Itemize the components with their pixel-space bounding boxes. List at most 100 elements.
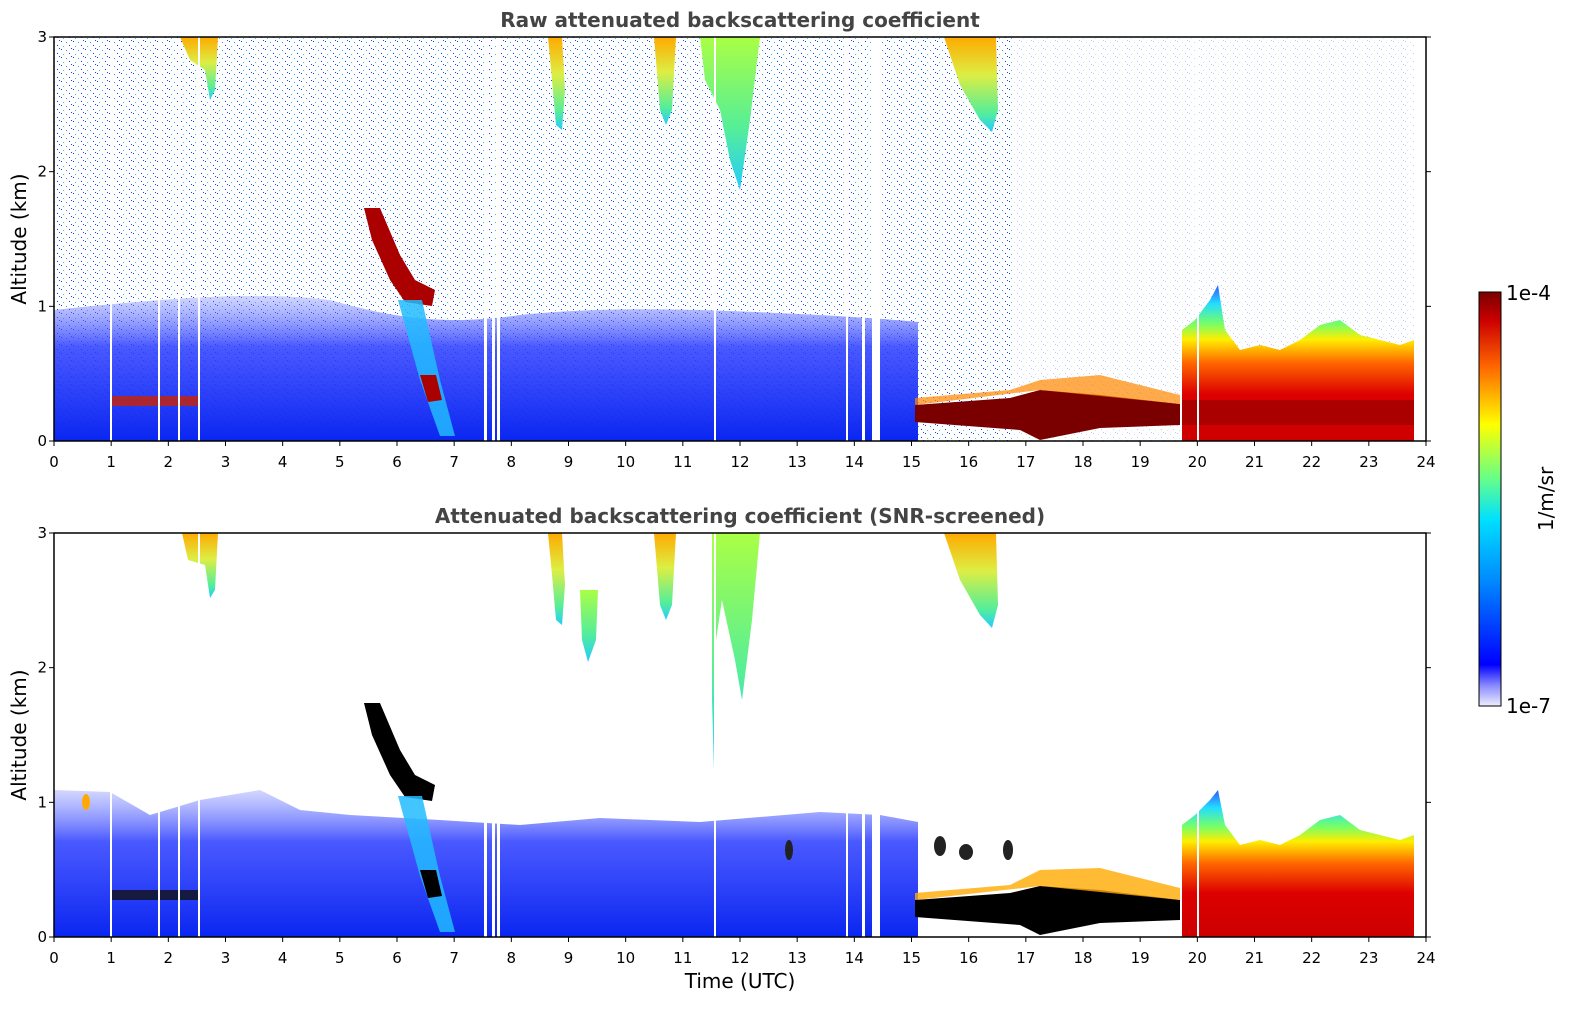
- x-tick-label: 18: [1073, 453, 1092, 471]
- x-tick-label: 15: [902, 453, 921, 471]
- x-tick-label: 13: [788, 453, 807, 471]
- x-tick-label: 12: [730, 453, 749, 471]
- panel-screened-heatmap: [54, 533, 1414, 937]
- x-tick-label: 20: [1188, 453, 1207, 471]
- y-tick-label: 3: [37, 28, 47, 46]
- raw-virga-1: [548, 37, 565, 130]
- x-tick-label: 12: [730, 949, 749, 967]
- y-tick-label: 2: [37, 659, 47, 677]
- raw-evening-dark-band: [1182, 400, 1414, 425]
- panel-screened: Attenuated backscattering coefficient (S…: [7, 504, 1436, 993]
- x-tick-label: 2: [164, 949, 174, 967]
- x-tick-label: 19: [1131, 453, 1150, 471]
- y-tick-label: 0: [37, 928, 47, 946]
- y-tick-label: 3: [37, 524, 47, 542]
- screened-virga-3: [712, 533, 760, 770]
- x-tick-label: 3: [221, 949, 231, 967]
- x-tick-label: 4: [278, 453, 288, 471]
- x-tick-label: 0: [49, 949, 59, 967]
- panel-screened-title: Attenuated backscattering coefficient (S…: [435, 504, 1045, 528]
- x-tick-label: 3: [221, 453, 231, 471]
- x-tick-label: 8: [507, 453, 517, 471]
- x-tick-label: 7: [449, 949, 459, 967]
- panel-raw-title: Raw attenuated backscattering coefficien…: [500, 8, 980, 32]
- raw-descending-cloud: [364, 208, 435, 306]
- panel-screened-ylabel: Altitude (km): [7, 669, 31, 800]
- y-tick-label: 1: [37, 793, 47, 811]
- panel-raw: Raw attenuated backscattering coefficien…: [7, 8, 1436, 471]
- screened-strato-layer: [915, 886, 1180, 935]
- x-tick-label: 5: [335, 949, 345, 967]
- raw-thin-layer: [110, 396, 200, 406]
- screened-virga-2: [654, 533, 676, 620]
- x-tick-label: 17: [1016, 453, 1035, 471]
- x-tick-label: 21: [1245, 453, 1264, 471]
- x-tick-label: 20: [1188, 949, 1207, 967]
- screened-descending-cloud-tail: [398, 796, 455, 932]
- panel-raw-heatmap: [54, 37, 1414, 441]
- raw-strato-layer: [915, 390, 1180, 440]
- screened-evening-layer: [1182, 790, 1414, 937]
- x-tick-label: 9: [564, 453, 574, 471]
- screened-cloud-lower: [420, 870, 442, 898]
- panel-raw-ylabel: Altitude (km): [7, 173, 31, 304]
- x-tick-label: 18: [1073, 949, 1092, 967]
- x-tick-label: 8: [507, 949, 517, 967]
- panel-raw-xticks: 0 1 2 3 4 5 6 7 8 9 10 11 12 13 14 15 16 17 18 19 20 21 22 23 24: [49, 441, 1436, 471]
- screened-virga-5: [580, 590, 598, 662]
- x-tick-label: 0: [49, 453, 59, 471]
- x-tick-label: 22: [1302, 949, 1321, 967]
- y-tick-label: 1: [37, 297, 47, 315]
- x-tick-label: 11: [673, 453, 692, 471]
- x-tick-label: 2: [164, 453, 174, 471]
- x-tick-label: 23: [1359, 949, 1378, 967]
- x-tick-label: 21: [1245, 949, 1264, 967]
- x-tick-label: 17: [1016, 949, 1035, 967]
- x-tick-label: 16: [959, 949, 978, 967]
- raw-virga-5: [180, 37, 218, 100]
- x-tick-label: 22: [1302, 453, 1321, 471]
- x-tick-label: 24: [1416, 949, 1435, 967]
- x-tick-label: 11: [673, 949, 692, 967]
- screened-virga-6: [182, 533, 218, 598]
- x-tick-label: 6: [392, 453, 402, 471]
- x-tick-label: 7: [449, 453, 459, 471]
- x-tick-label: 1: [106, 949, 116, 967]
- raw-cloud-lower: [420, 375, 442, 402]
- raw-strato-halo: [915, 375, 1180, 405]
- x-tick-label: 4: [278, 949, 288, 967]
- screened-thin-layer: [110, 890, 200, 900]
- x-tick-label: 6: [392, 949, 402, 967]
- x-tick-label: 5: [335, 453, 345, 471]
- x-tick-label: 24: [1416, 453, 1435, 471]
- panel-screened-xticks: 0 1 2 3 4 5 6 7 8 9 10 11 12 13 14 15 16 17 18 19 20 21 22 23 24: [49, 937, 1436, 967]
- panel-raw-yticks: 0 1 2 3: [37, 28, 1431, 450]
- x-tick-label: 13: [788, 949, 807, 967]
- x-tick-label: 10: [616, 949, 635, 967]
- colorbar-gradient: [1478, 291, 1502, 707]
- raw-virga-4: [944, 37, 998, 132]
- screened-strato-halo: [915, 868, 1180, 900]
- x-tick-label: 19: [1131, 949, 1150, 967]
- raw-virga-2: [654, 37, 676, 125]
- panel-screened-yticks: 0 1 2 3: [37, 524, 1431, 946]
- y-tick-label: 0: [37, 432, 47, 450]
- screened-virga-4: [944, 533, 998, 628]
- screened-cloud-patches: [82, 794, 1013, 860]
- x-tick-label: 15: [902, 949, 921, 967]
- screened-descending-cloud: [364, 703, 435, 801]
- x-tick-label: 16: [959, 453, 978, 471]
- screened-virga-1: [548, 533, 565, 625]
- raw-gaps: [110, 37, 1199, 441]
- x-tick-label: 10: [616, 453, 635, 471]
- x-tick-label: 14: [845, 949, 864, 967]
- x-tick-label: 9: [564, 949, 574, 967]
- colorbar: 1e-4 1e-7 1/m/sr: [1478, 281, 1558, 718]
- raw-descending-cloud-tail: [398, 300, 455, 436]
- colorbar-min-label: 1e-7: [1506, 694, 1551, 718]
- y-tick-label: 2: [37, 163, 47, 181]
- x-tick-label: 14: [845, 453, 864, 471]
- panel-screened-xlabel: Time (UTC): [684, 969, 796, 993]
- screened-gaps: [110, 533, 1199, 937]
